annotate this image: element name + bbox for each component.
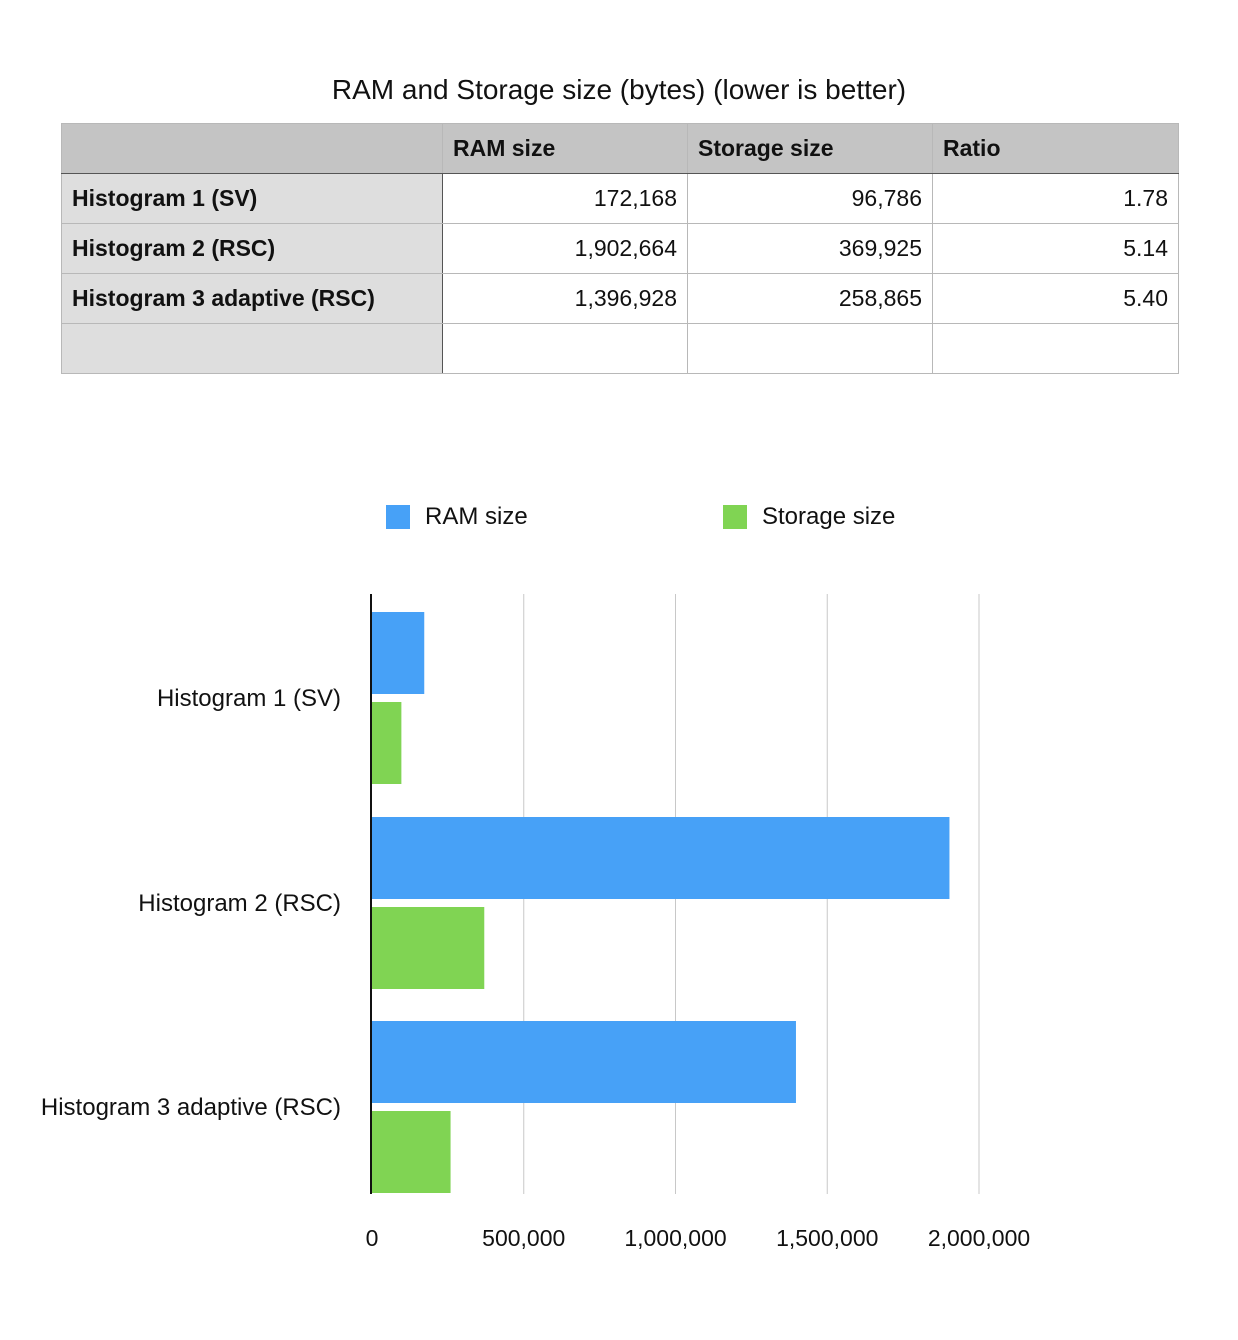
bar-storage-size — [372, 907, 485, 989]
ratio-cell: 5.14 — [932, 223, 1179, 274]
header-cell-corner — [61, 123, 443, 174]
table-title: RAM and Storage size (bytes) (lower is b… — [331, 74, 907, 105]
table-header-row: RAM size Storage size Ratio — [61, 123, 1179, 174]
bar-ram-size — [372, 1021, 796, 1103]
table-row: Histogram 3 adaptive (RSC) 1,396,928 258… — [61, 273, 1179, 324]
ram-size-cell: 172,168 — [442, 173, 688, 224]
bar-chart: Histogram 1 (SV) Histogram 2 (RSC) Histogr… — [41, 594, 1030, 1251]
row-label — [61, 323, 443, 374]
row-label: Histogram 2 (RSC) — [61, 223, 443, 274]
data-table: RAM size Storage size Ratio Histogram 1 … — [61, 123, 1179, 374]
storage-size-cell: 369,925 — [687, 223, 933, 274]
row-label: Histogram 1 (SV) — [61, 173, 443, 224]
legend-label-storage-size: Storage size — [762, 503, 896, 530]
chart-legend: RAM size Storage size — [0, 500, 1238, 534]
storage-size-cell: 96,786 — [687, 173, 933, 224]
ram-size-cell — [442, 323, 688, 374]
storage-size-cell — [687, 323, 933, 374]
header-cell-ratio: Ratio — [932, 123, 1179, 174]
ratio-cell: 1.78 — [932, 173, 1179, 224]
category-label: Histogram 1 (SV) — [157, 685, 341, 712]
ratio-cell — [932, 323, 1179, 374]
table-row: Histogram 1 (SV) 172,168 96,786 1.78 — [61, 173, 1179, 224]
x-tick-label: 500,000 — [482, 1225, 565, 1251]
row-label: Histogram 3 adaptive (RSC) — [61, 273, 443, 324]
bar-storage-size — [372, 702, 402, 784]
legend-item-storage-size: Storage size — [723, 500, 895, 534]
legend-swatch-ram-size — [386, 505, 410, 529]
ram-size-cell: 1,396,928 — [442, 273, 688, 324]
ratio-cell: 5.40 — [932, 273, 1179, 324]
x-tick-label: 2,000,000 — [928, 1225, 1030, 1251]
legend-label-ram-size: RAM size — [425, 503, 528, 530]
bar-storage-size — [372, 1111, 451, 1193]
x-tick-label: 1,500,000 — [776, 1225, 878, 1251]
storage-size-cell: 258,865 — [687, 273, 933, 324]
table-row-empty — [61, 323, 1179, 374]
bar-ram-size — [372, 612, 425, 694]
ram-size-cell: 1,902,664 — [442, 223, 688, 274]
header-cell-ram-size: RAM size — [442, 123, 688, 174]
x-tick-label: 0 — [366, 1225, 379, 1251]
bar-ram-size — [372, 817, 950, 899]
header-cell-storage-size: Storage size — [687, 123, 933, 174]
legend-swatch-storage-size — [723, 505, 747, 529]
table-row: Histogram 2 (RSC) 1,902,664 369,925 5.14 — [61, 223, 1179, 274]
category-label: Histogram 2 (RSC) — [138, 890, 341, 917]
x-tick-label: 1,000,000 — [624, 1225, 726, 1251]
legend-item-ram-size: RAM size — [386, 500, 528, 534]
category-label: Histogram 3 adaptive (RSC) — [41, 1094, 341, 1121]
